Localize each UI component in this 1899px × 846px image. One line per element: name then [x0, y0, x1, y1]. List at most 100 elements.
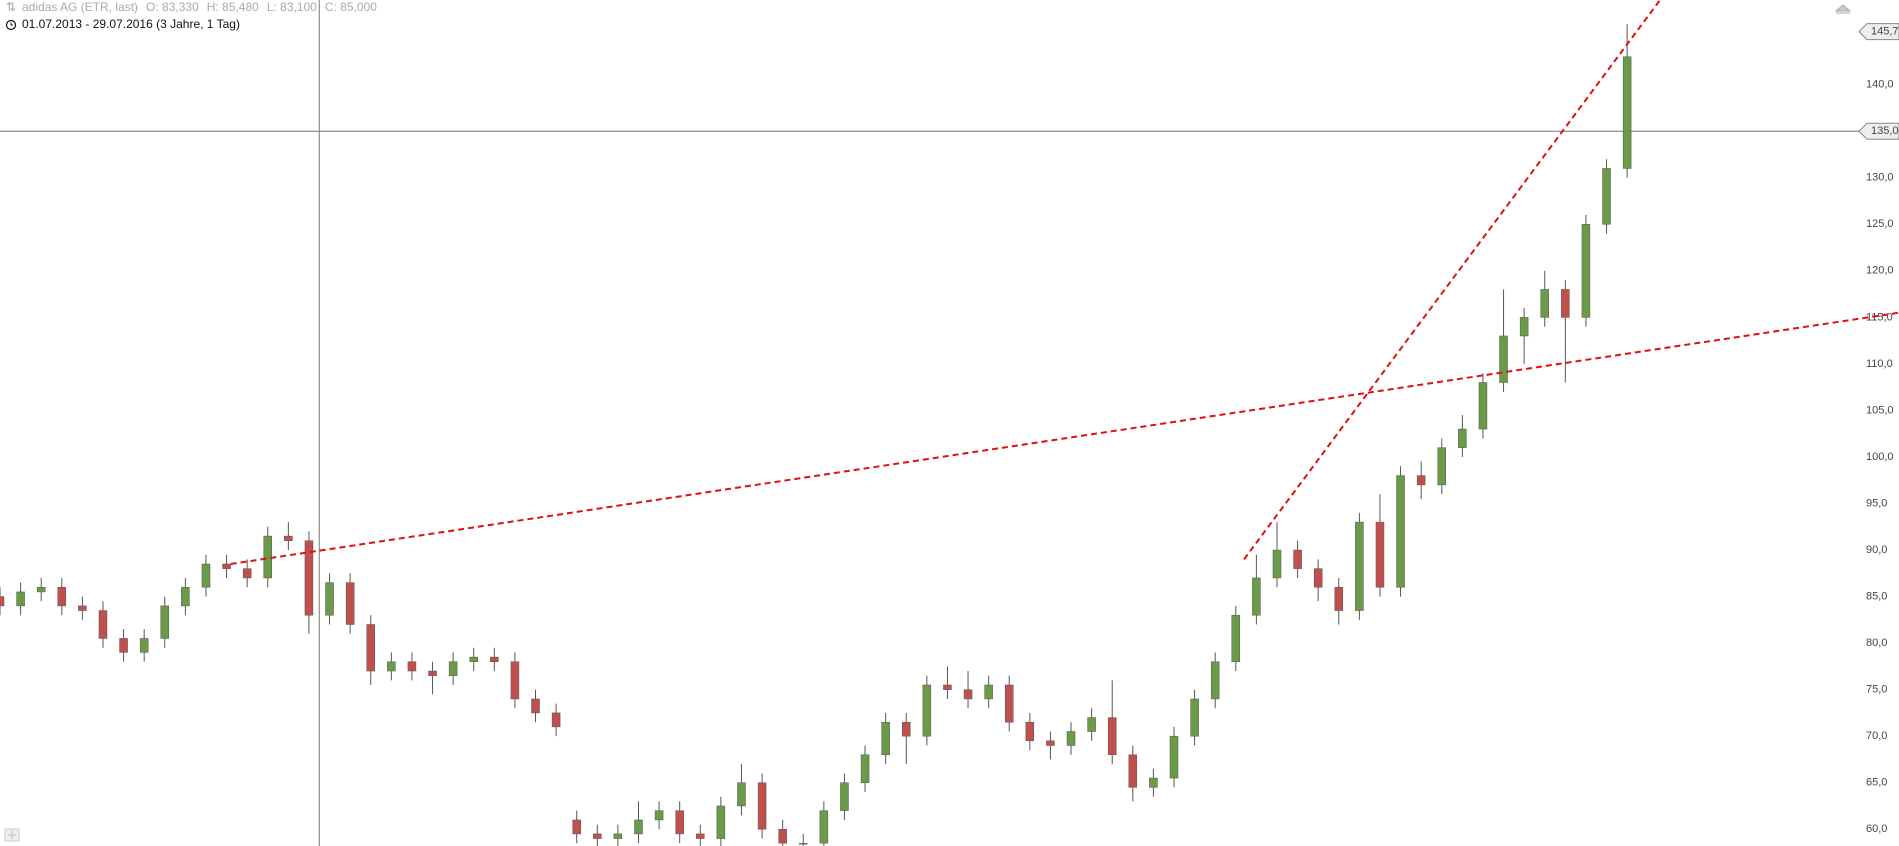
- candle-body: [36, 587, 46, 593]
- candle-body: [1519, 317, 1529, 337]
- candle-body: [1025, 721, 1035, 742]
- candle-body: [222, 563, 231, 569]
- info-high: H: 85,480: [207, 0, 259, 14]
- candle-body: [531, 698, 540, 714]
- candle-body: [1561, 289, 1570, 318]
- candle-body: [778, 828, 787, 844]
- y-tick-label: 70,0: [1866, 730, 1887, 742]
- candle-body: [304, 540, 314, 616]
- candle-body: [201, 563, 211, 588]
- candle-body: [860, 754, 870, 783]
- candle-body: [119, 638, 128, 653]
- candle-body: [78, 605, 87, 611]
- candle-body: [943, 684, 952, 690]
- candle-body: [1499, 335, 1508, 383]
- candle-body: [963, 689, 973, 700]
- candle-body: [160, 605, 170, 639]
- candle-body: [57, 587, 67, 607]
- candle-body: [1272, 549, 1282, 579]
- info-low: L: 83,100: [267, 0, 317, 14]
- candle-body: [1128, 754, 1138, 788]
- candle-body: [1066, 731, 1076, 746]
- price-tag: [1858, 23, 1899, 41]
- candle-body: [1107, 717, 1117, 756]
- info-open: O: 83,330: [146, 0, 199, 14]
- y-tick-label: 75,0: [1866, 684, 1887, 696]
- candle-body: [881, 721, 890, 756]
- candle-body: [407, 661, 417, 672]
- candle-body: [1396, 475, 1405, 588]
- candle-body: [1437, 447, 1447, 486]
- candle-body: [1602, 168, 1611, 225]
- candle-body: [345, 582, 355, 625]
- candle-body: [1540, 289, 1549, 318]
- price-tag-label: 135,0: [1871, 125, 1899, 137]
- collapse-icon[interactable]: [1834, 4, 1852, 14]
- candle-body: [242, 568, 252, 579]
- candle-body: [840, 782, 849, 811]
- candle-body: [634, 819, 643, 835]
- candle-body: [1416, 475, 1426, 486]
- candle-body: [448, 661, 458, 676]
- candle-body: [1169, 735, 1179, 779]
- candle-body: [428, 670, 437, 676]
- chart-subtitle: 01.07.2013 - 29.07.2016 (3 Jahre, 1 Tag): [22, 17, 240, 31]
- y-tick-label: 85,0: [1866, 590, 1887, 602]
- candle-body: [654, 810, 664, 821]
- candle-body: [1004, 684, 1014, 723]
- y-tick-label: 90,0: [1866, 544, 1887, 556]
- candle-body: [98, 610, 108, 639]
- candle-body: [696, 833, 705, 839]
- candle-body: [366, 624, 375, 672]
- candle-body: [1375, 521, 1385, 588]
- candle-body: [819, 810, 829, 844]
- y-tick-label: 80,0: [1866, 637, 1887, 649]
- candle-body: [551, 712, 561, 728]
- info-close: C: 85,000: [325, 0, 377, 14]
- candle-body: [572, 819, 581, 835]
- clock-icon: [5, 19, 17, 31]
- candle-body: [922, 684, 932, 737]
- y-tick-label: 130,0: [1866, 172, 1894, 184]
- candle-body: [510, 661, 520, 700]
- candle-body: [1149, 777, 1158, 788]
- y-tick-label: 120,0: [1866, 265, 1894, 277]
- candle-body: [1046, 740, 1055, 746]
- candle-body: [1313, 568, 1323, 588]
- y-tick-label: 105,0: [1866, 404, 1894, 416]
- candle-body: [675, 810, 684, 835]
- y-tick-label: 110,0: [1866, 358, 1893, 370]
- candle-body: [1355, 521, 1364, 611]
- y-tick-label: 115,0: [1866, 311, 1893, 323]
- y-tick-label: 60,0: [1866, 823, 1887, 835]
- candle-body: [1231, 614, 1241, 662]
- header: ⇅ adidas AG (ETR, last) O: 83,330 H: 85,48…: [5, 0, 377, 31]
- candle-body: [1622, 56, 1632, 169]
- candle-body: [1190, 698, 1199, 737]
- clock-hand: [10, 22, 13, 26]
- candle-body: [1581, 224, 1591, 318]
- price-tag-label: 145,7: [1871, 26, 1899, 38]
- candle-body: [1478, 382, 1488, 430]
- candle-body: [737, 782, 746, 807]
- price-tag: [1858, 122, 1899, 140]
- candle-body: [16, 591, 25, 607]
- candle-body: [181, 587, 190, 607]
- chart-icon: ⇅: [6, 0, 16, 14]
- y-tick-label: 125,0: [1866, 218, 1894, 230]
- candle-body: [593, 833, 602, 839]
- candle-body: [0, 596, 5, 607]
- y-tick-label: 100,0: [1866, 451, 1894, 463]
- candle-body: [757, 782, 767, 830]
- candle-body: [613, 833, 623, 839]
- candle-body: [984, 684, 993, 700]
- trendline: [230, 311, 1899, 565]
- candle-body: [799, 842, 808, 845]
- title: adidas AG (ETR, last): [22, 0, 138, 14]
- y-tick-label: 95,0: [1866, 497, 1887, 509]
- candle-body: [1458, 428, 1467, 448]
- candle-body: [1334, 587, 1344, 611]
- candle-body: [284, 535, 293, 541]
- chart-title: adidas AG (ETR, last) O: 83,330 H: 85,480 L…: [22, 0, 377, 14]
